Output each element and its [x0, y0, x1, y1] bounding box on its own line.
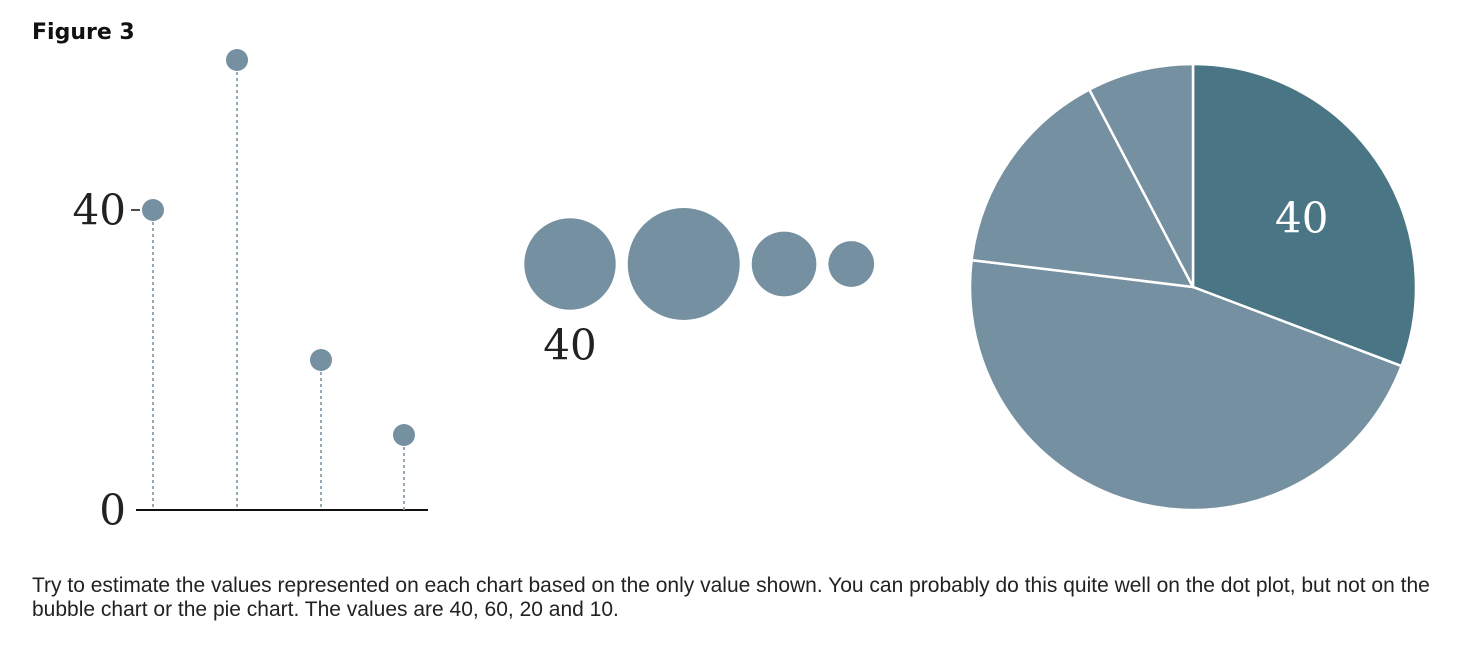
pie-chart: 40 [968, 62, 1418, 512]
bubble [524, 218, 616, 310]
bubble-value-label: 40 [543, 321, 596, 370]
bubble-chart: 40 [524, 208, 875, 370]
figure-caption: Try to estimate the values represented o… [32, 574, 1430, 621]
bubble [627, 208, 740, 320]
pie-value-label: 40 [1275, 194, 1328, 243]
y-tick-label: 40 [73, 186, 126, 235]
dot-point [142, 199, 164, 221]
pie-slice [1088, 62, 1195, 289]
bubble [828, 241, 875, 287]
pie-slice [970, 88, 1195, 289]
pie-slice [968, 258, 1403, 512]
charts-canvas: 0 40 40 40 [73, 49, 1418, 535]
dot-point [310, 349, 332, 371]
pie-slice [1191, 62, 1418, 368]
bubble [751, 231, 817, 297]
dot-plot: 0 40 [73, 49, 428, 535]
figure-label: Figure 3 [32, 20, 135, 45]
dot-point [226, 49, 248, 71]
dot-point [393, 424, 415, 446]
y-tick-label: 0 [99, 486, 126, 535]
